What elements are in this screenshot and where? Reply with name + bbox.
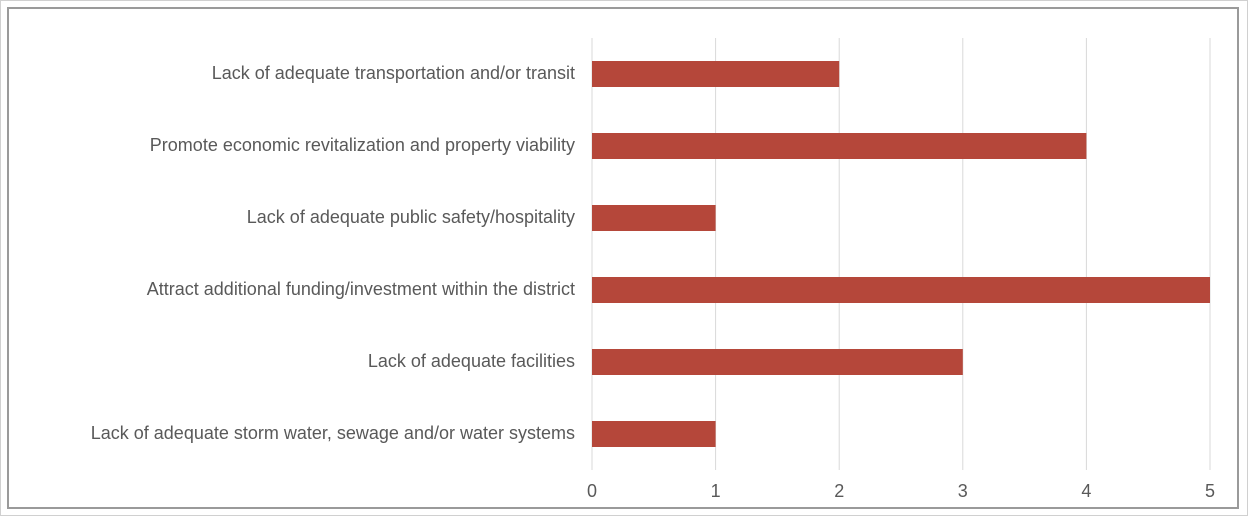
x-tick-label: 4 xyxy=(1081,481,1091,501)
x-tick-label: 2 xyxy=(834,481,844,501)
bar xyxy=(592,277,1210,303)
bar xyxy=(592,205,716,231)
y-tick-label: Lack of adequate facilities xyxy=(368,351,575,371)
x-tick-label: 3 xyxy=(958,481,968,501)
bar xyxy=(592,61,840,87)
y-tick-label: Attract additional funding/investment wi… xyxy=(147,279,575,299)
y-tick-label: Lack of adequate transportation and/or t… xyxy=(212,63,575,83)
bar xyxy=(592,349,963,375)
y-tick-label: Lack of adequate storm water, sewage and… xyxy=(91,423,575,443)
bar xyxy=(592,421,716,447)
y-tick-label: Promote economic revitalization and prop… xyxy=(150,135,575,155)
x-tick-label: 0 xyxy=(587,481,597,501)
x-tick-label: 1 xyxy=(711,481,721,501)
x-tick-label: 5 xyxy=(1205,481,1215,501)
bar xyxy=(592,133,1087,159)
y-tick-label: Lack of adequate public safety/hospitali… xyxy=(247,207,575,227)
